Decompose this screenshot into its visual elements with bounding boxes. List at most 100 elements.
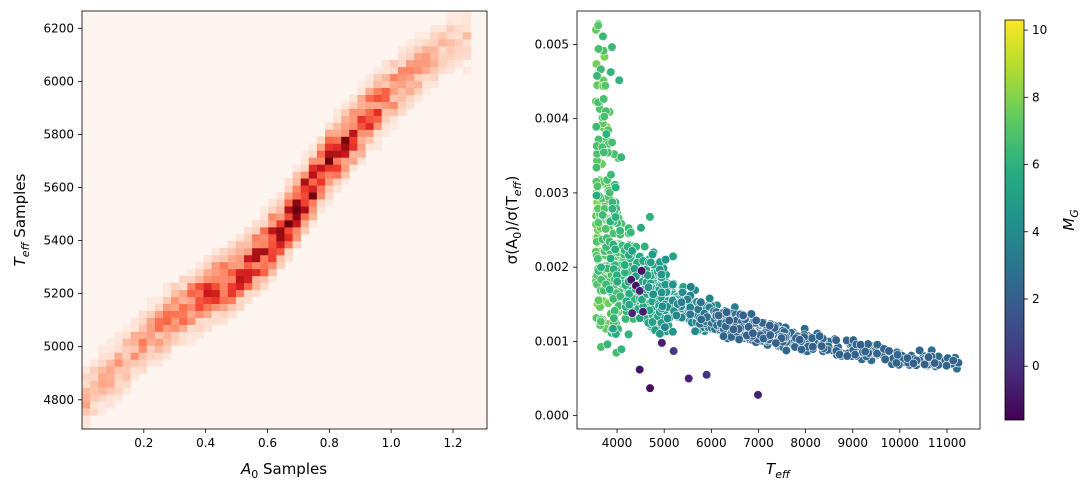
heatmap-cell [260,261,269,270]
heatmap-cell [211,317,221,325]
heatmap-cell [446,66,455,75]
heatmap-cell [333,143,342,151]
heatmap-cell [98,394,107,402]
scatter-point [607,137,617,148]
heatmap-cell [260,220,269,228]
heatmap-cell [154,310,164,318]
heatmap-cell [349,136,358,144]
heatmap-cell [300,164,310,172]
heatmap-cell [211,254,221,263]
heatmap-cell [300,226,310,235]
scatter-point [626,227,636,238]
heatmap-cell [373,136,383,144]
heatmap-cell [268,275,277,284]
scatter-point [624,300,634,310]
scatter-point [612,277,622,287]
heatmap-cell [276,233,285,242]
heatmap-cell [90,380,99,388]
heatmap-cell [146,310,156,318]
heatmap-cell [98,352,107,360]
heatmap-cell [219,275,229,284]
heatmap-cell [179,338,188,346]
heatmap-cell [235,268,245,277]
heatmap-cell [406,73,415,82]
scatter-point [605,0,614,2]
heatmap-cell [90,359,99,367]
heatmap-cell [389,73,399,82]
scatter-point [656,269,667,280]
scatter-point [722,307,732,317]
heatmap-cell [381,108,391,116]
heatmap-cell [341,164,350,172]
heatmap-cell [227,268,237,277]
heatmap-cell [389,108,399,116]
colorbar-ticks: 0 2 4 6 8 10 [1024,23,1047,373]
heatmap-cell [268,268,277,277]
heatmap-cell [235,282,245,291]
heatmap-cell [106,394,115,402]
heatmap-cell [316,185,326,193]
heatmap-cell [195,289,204,298]
heatmap-cell [163,289,172,298]
scatter-point [891,358,901,368]
heatmap-cell [171,303,180,311]
heatmap-cell [114,359,123,367]
scatter-point [948,355,958,366]
heatmap-cell [203,310,212,318]
heatmap-cell [98,380,107,388]
heatmap-cell [171,317,180,325]
heatmap-cell [154,359,164,367]
heatmap-cell [349,122,358,130]
scatter-point [705,293,715,304]
scatter-point [593,254,603,264]
heatmap-cell [381,101,391,109]
scatter-point [702,370,712,380]
heatmap-cell [114,394,123,402]
heatmap-cell [462,31,472,40]
heatmap-cell [154,345,164,353]
heatmap-cell [106,345,115,353]
scatter-point [635,286,645,296]
heatmap-cell [284,178,293,186]
heatmap-cell [406,94,415,102]
scatter-point [872,348,882,359]
heatmap-cell [195,296,204,304]
heatmap-cell [316,164,326,172]
heatmap-cell [381,59,391,68]
scatter-point [616,152,626,162]
scatter-point [855,340,866,350]
colorbar-tick-label: 10 [1032,23,1047,37]
heatmap-cell [341,115,350,123]
heatmap-cell [373,87,383,95]
heatmap-cell [260,247,269,256]
heatmap-cell [179,289,188,298]
heatmap-cell [276,206,285,214]
scatter-point [593,218,603,228]
heatmap-cell [268,254,277,263]
heatmap-cell [292,206,302,214]
heatmap-cell [422,52,431,61]
heatmap-cell [430,66,439,75]
heatmap-cell [244,261,253,270]
heatmap-cell [203,303,212,311]
heatmap-cell [106,352,115,360]
heatmap-cell [171,282,180,291]
scatter-y-tick-label: 0.000 [535,409,569,423]
heatmap-cell [211,268,221,277]
scatter-point [728,324,739,334]
heatmap-cell [406,45,415,54]
scatter-point [605,187,615,198]
scatter-point [657,301,668,311]
heatmap-cell [365,136,374,144]
heatmap-cell [333,178,342,186]
heatmap-cell [365,101,374,109]
heatmap-panel: 0.2 0.4 0.6 0.8 1.0 1.2 4800 5000 5200 5400 5600 5… [11,10,488,481]
heatmap-cell [308,143,318,151]
heatmap-cell [268,226,277,235]
heatmap-cell [252,247,261,256]
heatmap-cell [462,45,472,54]
heatmap-cell [106,401,115,409]
heatmap-cell [179,275,188,284]
heatmap-cell [244,275,253,284]
heatmap-cell [308,192,318,200]
